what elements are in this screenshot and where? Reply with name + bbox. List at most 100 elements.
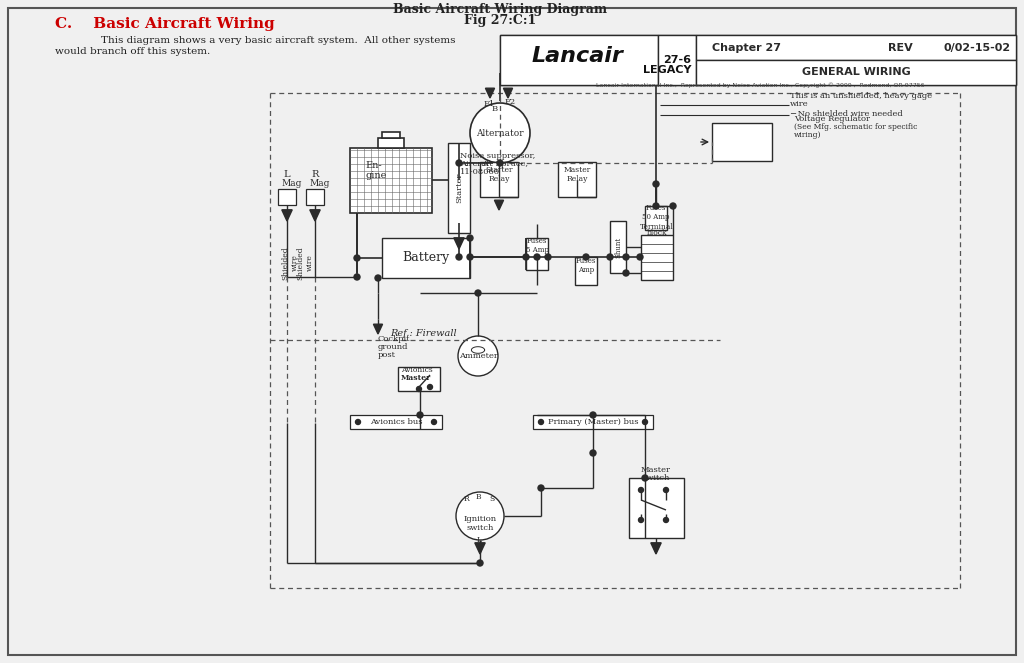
Circle shape (639, 518, 643, 522)
Bar (534, 415, 653, 429)
Text: would branch off this system.: would branch off this system. (55, 47, 210, 56)
Text: Fuses: Fuses (575, 257, 596, 265)
Circle shape (467, 254, 473, 260)
Polygon shape (374, 324, 383, 334)
Text: Voltage Regulator: Voltage Regulator (794, 115, 870, 123)
Circle shape (534, 254, 540, 260)
Text: Fuses: Fuses (526, 237, 547, 245)
Circle shape (583, 254, 589, 260)
Circle shape (467, 235, 473, 241)
Bar (350, 415, 442, 429)
Text: Amp: Amp (578, 266, 594, 274)
Text: S: S (489, 495, 495, 503)
Circle shape (653, 181, 659, 187)
Text: ─ No shielded wire needed: ─ No shielded wire needed (790, 110, 903, 118)
Text: wire: wire (790, 100, 809, 108)
Circle shape (607, 254, 613, 260)
Bar (449, 143, 470, 233)
Text: Starter: Starter (455, 173, 463, 203)
Text: 5 Amp: 5 Amp (525, 246, 549, 254)
Bar (629, 478, 684, 538)
Text: En-: En- (365, 161, 382, 170)
Text: This is an unshielded, heavy gage: This is an unshielded, heavy gage (790, 92, 932, 100)
Text: wiring): wiring) (794, 131, 821, 139)
Text: C.    Basic Aircraft Wiring: C. Basic Aircraft Wiring (55, 17, 274, 31)
Text: switch: switch (466, 524, 494, 532)
Circle shape (670, 203, 676, 209)
Text: Master: Master (641, 466, 671, 474)
Bar (696, 60, 1016, 85)
Circle shape (497, 160, 503, 166)
Text: Relay: Relay (566, 175, 588, 183)
Circle shape (523, 254, 529, 260)
Bar (712, 123, 772, 161)
Text: Battery: Battery (402, 251, 450, 265)
Text: B: B (492, 105, 498, 113)
Circle shape (642, 475, 648, 481)
Circle shape (623, 254, 629, 260)
Circle shape (456, 492, 504, 540)
Circle shape (637, 254, 643, 260)
Circle shape (355, 420, 360, 424)
Circle shape (623, 270, 629, 276)
Text: Shielded
wire: Shielded wire (296, 246, 313, 280)
Circle shape (417, 387, 422, 391)
Text: Mag: Mag (281, 179, 301, 188)
Circle shape (417, 412, 423, 418)
Text: ground: ground (378, 343, 409, 351)
Bar (526, 238, 548, 270)
Text: gine: gine (365, 171, 386, 180)
Polygon shape (310, 210, 321, 221)
Circle shape (538, 485, 544, 491)
Polygon shape (504, 88, 513, 98)
Text: Ammeter: Ammeter (459, 352, 498, 360)
Text: Relay: Relay (488, 175, 510, 183)
Text: Mag: Mag (309, 179, 330, 188)
Bar (398, 367, 440, 391)
Text: block: block (647, 229, 668, 237)
Circle shape (458, 336, 498, 376)
Circle shape (431, 420, 436, 424)
Circle shape (475, 290, 481, 296)
Bar (696, 35, 1016, 60)
Text: Shunt: Shunt (614, 237, 622, 257)
Circle shape (354, 274, 360, 280)
Text: Avionics: Avionics (401, 366, 433, 374)
Circle shape (653, 203, 659, 209)
Text: LEGACY: LEGACY (643, 65, 691, 75)
Bar (382, 132, 400, 138)
Text: Primary (Master) bus: Primary (Master) bus (548, 418, 638, 426)
Circle shape (664, 487, 669, 493)
Text: This diagram shows a very basic aircraft system.  All other systems: This diagram shows a very basic aircraft… (75, 36, 456, 45)
Polygon shape (475, 543, 485, 554)
Text: Aircraft Spruce,: Aircraft Spruce, (460, 160, 528, 168)
Text: Cockpit: Cockpit (378, 335, 411, 343)
Text: L: L (477, 536, 482, 544)
Circle shape (456, 160, 462, 166)
Circle shape (456, 254, 462, 260)
Bar (500, 35, 658, 85)
Text: Shielded
wire: Shielded wire (282, 246, 299, 280)
Bar (558, 162, 596, 197)
Text: Alternator: Alternator (476, 129, 524, 137)
Text: F2: F2 (505, 98, 516, 106)
Text: Ignition: Ignition (464, 515, 497, 523)
Bar (480, 162, 518, 197)
Text: GENERAL WIRING: GENERAL WIRING (802, 67, 910, 77)
Text: Terminal: Terminal (640, 223, 674, 231)
Text: F1: F1 (484, 100, 496, 108)
Text: Noise suppressor,: Noise suppressor, (460, 152, 536, 160)
Polygon shape (454, 238, 464, 249)
Circle shape (354, 255, 360, 261)
Bar (306, 189, 324, 205)
Text: Master: Master (563, 166, 591, 174)
Polygon shape (651, 543, 662, 554)
Circle shape (639, 487, 643, 493)
Text: Master: Master (401, 374, 431, 382)
Text: Basic Aircraft Wiring Diagram: Basic Aircraft Wiring Diagram (393, 3, 607, 16)
Circle shape (545, 254, 551, 260)
Polygon shape (282, 210, 292, 221)
Bar (645, 206, 667, 230)
Circle shape (427, 385, 432, 389)
Bar (350, 148, 432, 213)
